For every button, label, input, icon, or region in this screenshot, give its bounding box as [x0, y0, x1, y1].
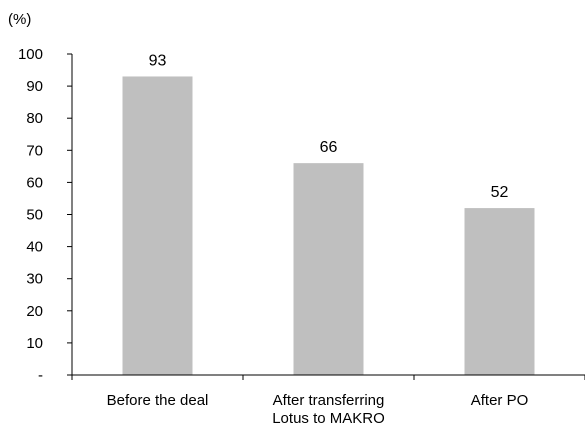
y-tick-label: 30 — [26, 271, 43, 288]
y-tick-label: 20 — [26, 303, 43, 320]
y-tick-label: - — [38, 367, 43, 384]
axes-layer — [67, 53, 585, 380]
data-label-1: 93 — [149, 52, 167, 69]
bars-layer — [122, 76, 535, 375]
bar-2 — [293, 163, 364, 375]
data-label-2: 66 — [320, 139, 338, 156]
y-tick-label: 50 — [26, 207, 43, 224]
y-tick-label: 80 — [26, 110, 43, 127]
bar-1 — [122, 76, 193, 375]
y-tick-label: 40 — [26, 239, 43, 256]
y-unit-label: (%) — [8, 11, 31, 28]
labels-layer: 93 66 52 - 10 20 30 40 50 60 70 80 90 100 Before the d… — [18, 46, 528, 427]
data-label-3: 52 — [491, 184, 509, 201]
y-tick-label: 10 — [26, 335, 43, 352]
x-category-label-1: Before the deal — [107, 392, 209, 409]
x-category-label-3: After PO — [471, 392, 529, 409]
y-tick-label: 90 — [26, 78, 43, 95]
x-category-label-2: After transferring Lotus to MAKRO — [272, 392, 385, 427]
y-tick-label: 70 — [26, 142, 43, 159]
y-tick-label: 100 — [18, 46, 43, 63]
y-tick-label: 60 — [26, 174, 43, 191]
bar-3 — [464, 208, 535, 375]
